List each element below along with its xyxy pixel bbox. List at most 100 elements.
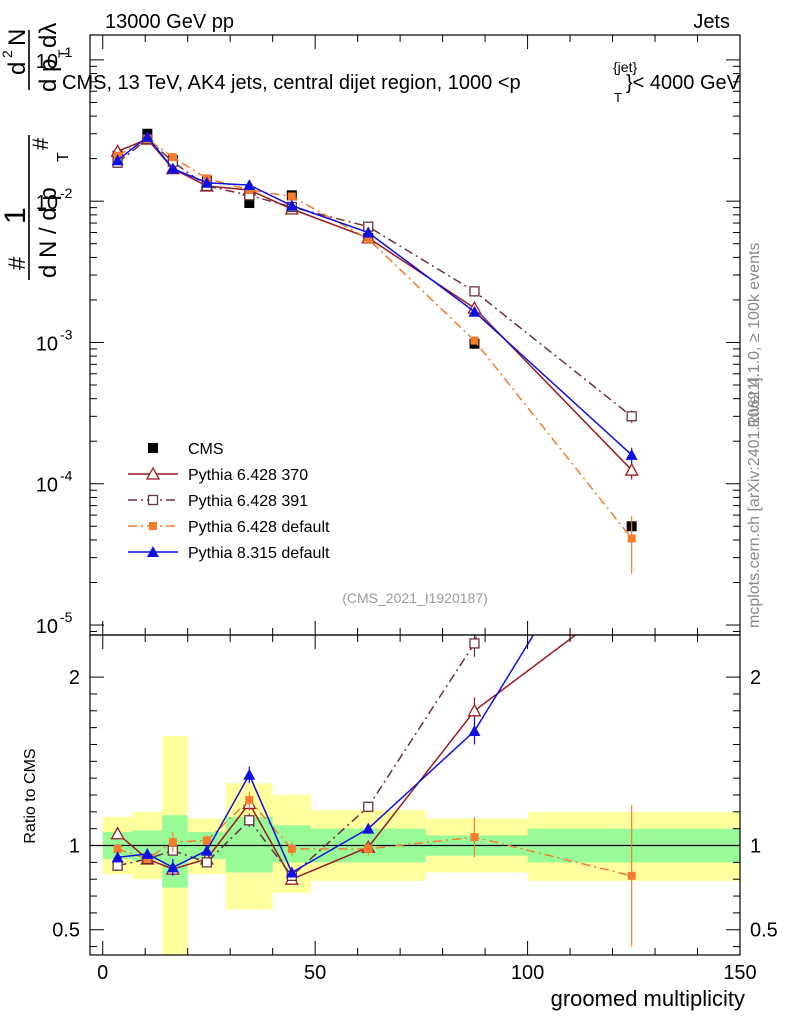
ratio-data-point <box>467 703 482 717</box>
main-y-axis-label: # 1 d N / d p T # d 2 N d p T dλ <box>0 23 72 280</box>
analysis-tag: (CMS_2021_I1920187) <box>342 590 488 606</box>
data-point <box>362 226 375 238</box>
legend: CMS Pythia 6.428 370 Pythia 6.428 391 Pythi… <box>128 441 330 562</box>
main-y-tick-exponent: -1 <box>60 44 73 60</box>
ylabel-t-sub-2: T <box>55 49 71 58</box>
ratio-data-point <box>244 815 255 826</box>
ratio-data-point <box>362 822 375 834</box>
ratio-data-point <box>468 725 481 736</box>
data-point <box>626 411 637 422</box>
series-line <box>117 138 633 539</box>
data-point <box>624 462 639 476</box>
x-tick-label: 50 <box>304 962 326 984</box>
legend-item-pythia-6-428-default: Pythia 6.428 default <box>128 519 330 536</box>
legend-item-pythia-8-315-default: Pythia 8.315 default <box>128 545 330 562</box>
legend-label: CMS <box>188 441 224 458</box>
ratio-y-tick-label: 2 <box>69 667 80 689</box>
ratio-data-point <box>364 844 373 853</box>
ylabel-hash-1: # <box>4 256 31 270</box>
data-point <box>243 179 256 191</box>
ratio-data-point <box>243 768 256 780</box>
ratio-data-point <box>143 855 152 863</box>
ratio-y-tick-label-right: 0.5 <box>750 920 778 942</box>
ratio-data-point <box>201 857 212 868</box>
series-line <box>117 135 633 456</box>
main-y-tick-label: 10 <box>36 475 58 497</box>
legend-marker <box>149 522 157 530</box>
data-point <box>470 336 479 345</box>
ratio-data-point <box>200 844 213 856</box>
data-point <box>166 162 179 174</box>
ratio-data-point <box>469 638 480 649</box>
ratio-data-point <box>112 860 123 871</box>
legend-label: Pythia 8.315 default <box>188 545 330 562</box>
ratio-data-point <box>141 847 154 859</box>
ratio-y-axis-label: Ratio to CMS <box>22 748 39 843</box>
title-jet-superscript: {jet} <box>613 59 637 75</box>
data-point <box>469 286 480 297</box>
legend-item-pythia-6-428-370: Pythia 6.428 370 <box>128 466 308 484</box>
main-title: CMS, 13 TeV, AK4 jets, central dijet reg… <box>62 59 741 105</box>
data-point <box>287 192 296 201</box>
ylabel-one: 1 <box>0 207 32 224</box>
series-pythia-8-315-default <box>111 130 638 464</box>
ylabel-exp-2: 2 <box>0 50 15 58</box>
rivet-version-label: Rivet 4.1.0, ≥ 100k events <box>746 243 763 428</box>
ratio-data-point <box>470 833 479 842</box>
data-point <box>244 198 255 209</box>
ylabel-hash-2: # <box>28 137 53 150</box>
data-point <box>168 153 177 162</box>
ratio-data-point <box>287 844 296 853</box>
ratio-series-pythia-8-315-default <box>111 635 535 878</box>
legend-item-cms: CMS <box>148 441 224 458</box>
series-line <box>117 138 633 417</box>
data-point <box>625 448 638 460</box>
ylabel-dn-dpt: d N / d p <box>35 187 62 278</box>
ratio-y-tick-label-right: 2 <box>750 667 761 689</box>
legend-marker <box>148 443 158 453</box>
data-point <box>111 154 124 166</box>
ylabel-n: N <box>4 29 31 46</box>
ratio-data-point <box>113 844 122 853</box>
data-point <box>364 234 373 243</box>
title-range-end: }< 4000 GeV <box>626 72 741 94</box>
x-tick-label: 0 <box>97 962 108 984</box>
ratio-data-point <box>202 836 211 845</box>
legend-marker <box>145 466 161 480</box>
x-tick-label: 100 <box>511 962 544 984</box>
ylabel-dpt: d p <box>35 59 62 92</box>
main-panel: 10-510-410-310-210 -1(CMS_2021_I1920187)C… <box>36 34 741 638</box>
data-point <box>627 534 636 543</box>
legend-label: Pythia 6.428 391 <box>188 493 308 510</box>
data-point <box>285 199 298 211</box>
main-y-tick-label: 10 <box>36 51 58 73</box>
ratio-data-point <box>166 861 179 873</box>
title-t-subscript: T <box>614 90 622 105</box>
title-main-text: CMS, 13 TeV, AK4 jets, central dijet reg… <box>62 72 521 94</box>
main-y-tick-exponent: -4 <box>60 468 73 484</box>
ratio-data-point <box>627 871 636 880</box>
main-y-tick-label: 10 <box>36 192 58 214</box>
main-y-tick-exponent: -3 <box>60 326 73 342</box>
ratio-panel: 0.5 0.5 1 1 2 2 0 50 100 150 <box>52 634 778 984</box>
ratio-y-tick-label: 0.5 <box>52 920 80 942</box>
legend-item-pythia-6-428-391: Pythia 6.428 391 <box>128 493 308 510</box>
ratio-data-point <box>111 851 124 863</box>
series-pythia-6-428-370 <box>110 131 639 480</box>
data-point <box>200 176 213 188</box>
legend-label: Pythia 6.428 default <box>188 519 330 536</box>
x-axis-label: groomed multiplicity <box>551 986 745 1011</box>
ratio-y-tick-label: 1 <box>69 836 80 858</box>
ratio-plot-area <box>90 635 740 955</box>
main-y-tick-exponent: -2 <box>60 185 73 201</box>
ratio-data-point <box>245 796 254 805</box>
header-left: 13000 GeV pp <box>105 11 234 33</box>
ratio-data-point <box>285 866 298 878</box>
main-y-tick-exponent: -5 <box>60 609 73 625</box>
ratio-data-point <box>110 826 125 840</box>
legend-marker <box>147 494 159 506</box>
series-line <box>117 138 633 471</box>
x-tick-label: 150 <box>723 962 756 984</box>
main-y-tick-label: 10 <box>36 333 58 355</box>
